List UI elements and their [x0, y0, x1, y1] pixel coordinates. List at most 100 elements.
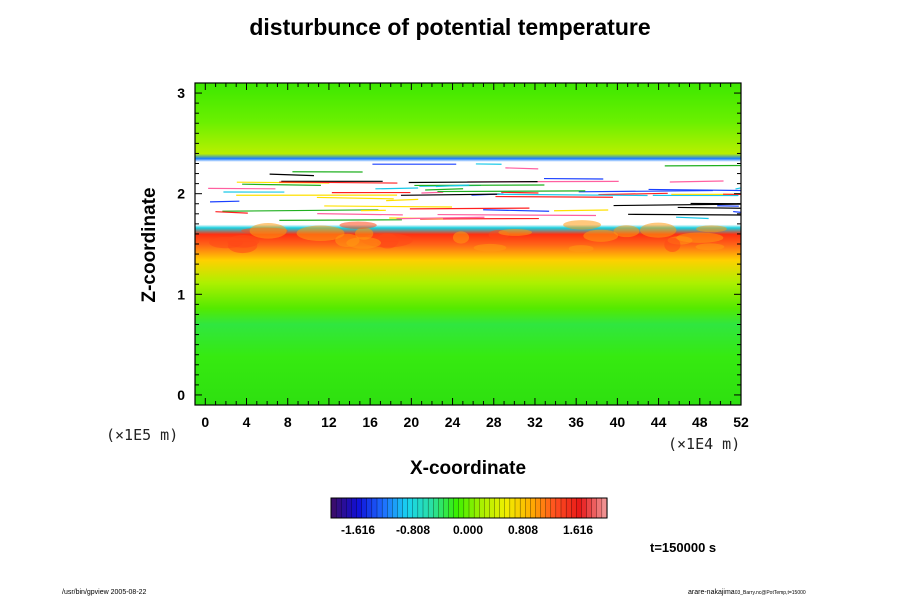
- colorbar-cell: [519, 497, 526, 519]
- colorbar-cell: [535, 497, 542, 519]
- colorbar-cell: [341, 497, 347, 519]
- colorbar-tick-label: 0.808: [508, 523, 538, 537]
- disturbance-blob: [696, 225, 727, 233]
- turbulence-streak: [676, 216, 709, 220]
- disturbance-blob: [498, 228, 533, 236]
- turbulence-streak: [421, 191, 444, 194]
- colorbar-tick-label: -1.616: [341, 523, 375, 537]
- turbulence-streak: [316, 196, 394, 200]
- disturbance-blob: [355, 227, 374, 240]
- disturbance-blob: [695, 243, 725, 251]
- colorbar-cell: [565, 497, 572, 519]
- y-axis-unit: (×1E5 m): [106, 426, 179, 444]
- turbulence-streak: [408, 181, 538, 184]
- footer-right: arare-nakajima03_Barry.nc@PotTemp,t=1500…: [688, 589, 806, 596]
- chart-title: disturbunce of potential temperature: [249, 14, 651, 40]
- x-tick-label: 4: [243, 414, 251, 430]
- colorbar-cell: [576, 497, 582, 519]
- colorbar-cell: [387, 497, 393, 519]
- colorbar-cell: [407, 497, 414, 519]
- x-tick-label: 52: [733, 414, 749, 430]
- time-label: t=150000 s: [650, 540, 717, 555]
- turbulence-streak: [375, 187, 419, 190]
- colorbar-cell: [335, 497, 342, 519]
- colorbar-cell: [525, 497, 531, 519]
- x-tick-label: 0: [201, 414, 209, 430]
- colorbar-tick-label: 0.000: [453, 523, 483, 537]
- disturbance-blob: [583, 229, 619, 242]
- x-tick-label: 12: [321, 414, 337, 430]
- turbulence-streak: [409, 207, 530, 210]
- disturbance-blob: [249, 222, 287, 239]
- turbulence-streak: [497, 193, 648, 197]
- colorbar-cell: [494, 497, 501, 519]
- disturbance-blob: [563, 220, 602, 230]
- disturbance-blob: [639, 222, 677, 238]
- footer-right-small: 03_Barry.nc@PotTemp,t=15000: [734, 590, 806, 596]
- colorbar-tick-label: -0.808: [396, 523, 430, 537]
- x-tick-label: 28: [486, 414, 502, 430]
- disturbance-blob: [613, 225, 640, 238]
- turbulence-streak: [222, 209, 379, 212]
- y-tick-label: 2: [177, 186, 185, 202]
- turbulence-streak: [505, 167, 539, 170]
- x-tick-label: 36: [568, 414, 584, 430]
- colorbar-cell: [438, 497, 444, 519]
- turbulence-streak: [425, 188, 464, 191]
- turbulence-streak: [554, 209, 609, 212]
- y-tick-label: 0: [177, 387, 185, 403]
- y-axis-label: Z-coordinate: [139, 187, 160, 303]
- colorbar-cell: [402, 497, 409, 519]
- x-tick-label: 44: [651, 414, 667, 430]
- colorbar-cell: [458, 497, 465, 519]
- colorbar-cell: [596, 497, 603, 519]
- footer-left: /usr/bin/gpview 2005-08-22: [62, 589, 147, 596]
- colorbar-cell: [509, 497, 516, 519]
- colorbar-cell: [356, 497, 363, 519]
- colorbar-cell: [545, 497, 552, 519]
- x-tick-label: 32: [527, 414, 543, 430]
- disturbance-blob: [209, 236, 243, 249]
- y-tick-label: 1: [177, 286, 185, 302]
- colorbar-cell: [376, 497, 383, 519]
- colorbar-cell: [351, 497, 358, 519]
- disturbance-blob: [339, 221, 377, 229]
- turbulence-streak: [677, 206, 742, 209]
- disturbance-blob: [568, 245, 594, 253]
- turbulence-streak: [495, 195, 613, 198]
- colorbar-cell: [468, 497, 475, 519]
- colorbar-cell: [433, 497, 439, 519]
- colorbar-cell: [499, 497, 506, 519]
- x-tick-label: 20: [404, 414, 420, 430]
- colorbar-cell: [392, 497, 398, 519]
- turbulence-streak: [648, 188, 742, 192]
- turbulence-streak: [578, 189, 713, 193]
- disturbance-blob: [664, 237, 681, 253]
- colorbar-cell: [550, 497, 557, 519]
- colorbar-cell: [330, 497, 337, 519]
- colorbar-cell: [443, 497, 450, 519]
- turbulence-streak: [317, 213, 403, 216]
- disturbance-blob: [473, 243, 507, 252]
- colorbar-cell: [366, 497, 373, 519]
- footer-right-main: arare-nakajima: [688, 589, 735, 596]
- x-axis-label: X-coordinate: [409, 458, 527, 479]
- y-tick-label: 3: [177, 85, 185, 101]
- colorbar-cell: [473, 497, 480, 519]
- turbulence-streak: [242, 183, 321, 186]
- colorbar-cell: [571, 497, 577, 519]
- colorbar-cell: [514, 497, 521, 519]
- turbulence-streak: [279, 219, 402, 221]
- colorbar-cell: [412, 497, 419, 519]
- colorbar-cell: [427, 497, 434, 519]
- colorbar-cell: [381, 497, 388, 519]
- turbulence-streak: [437, 213, 596, 217]
- colorbar-cell: [448, 497, 455, 519]
- disturbance-blob: [296, 225, 345, 241]
- colorbar-frame: [330, 497, 608, 519]
- x-tick-label: 16: [362, 414, 378, 430]
- x-tick-label: 24: [445, 414, 461, 430]
- turbulence-streak: [483, 209, 550, 212]
- x-tick-label: 40: [610, 414, 626, 430]
